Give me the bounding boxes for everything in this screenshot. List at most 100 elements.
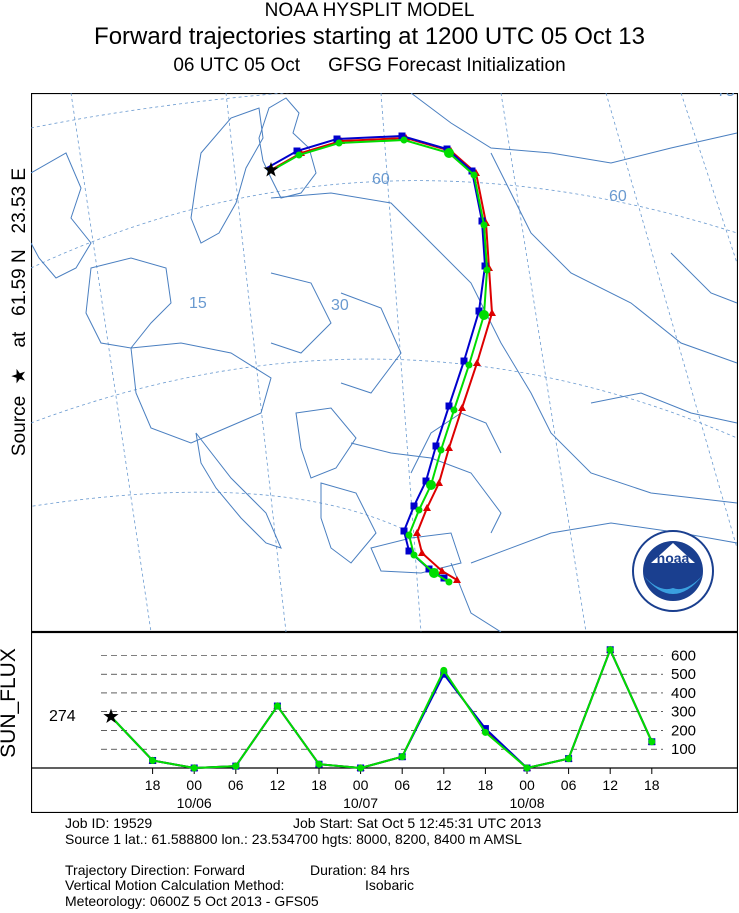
trajectory-blue-marker (468, 167, 476, 175)
flux-point (440, 666, 448, 674)
trajectory-red-marker (418, 549, 426, 556)
flux-x-tick: 06 (394, 777, 410, 793)
trajectory-red-marker (445, 444, 453, 451)
trajectory-red-marker (413, 529, 421, 536)
source-lon: 23.53 E (9, 167, 30, 234)
flux-start-value: 274 (49, 708, 76, 725)
vertical-motion-label: Vertical Motion Calculation Method: (65, 877, 285, 894)
flux-x-tick: 18 (311, 777, 327, 793)
trajectory-green-marker (335, 139, 343, 147)
chart-title-line2: Forward trajectories starting at 1200 UT… (94, 23, 645, 50)
trajectory-green-marker (405, 531, 413, 539)
flux-y-tick: 100 (671, 741, 696, 758)
flux-x-tick: 18 (478, 777, 494, 793)
flux-y-tick: 400 (671, 685, 696, 702)
flux-point (357, 764, 365, 772)
init-time: 06 UTC 05 Oct (173, 55, 301, 76)
flux-ylabel: SUN_FLUX (0, 648, 20, 758)
trajectory-green-marker (480, 221, 488, 229)
trajectory-green-marker (483, 266, 491, 274)
trajectory-green-marker (415, 506, 423, 514)
flux-point (440, 670, 448, 678)
trajectory-green-marker (437, 446, 445, 454)
flux-x-tick: 12 (270, 777, 286, 793)
trajectory-blue-marker (475, 307, 483, 315)
trajectory-red-marker (438, 567, 446, 574)
trajectory-blue-marker (481, 262, 489, 270)
trajectory-blue-marker (432, 442, 440, 450)
trajectories (266, 132, 496, 586)
trajectory-red (270, 136, 494, 581)
svg-text:60: 60 (372, 171, 390, 188)
vertical-motion-value: Isobaric (365, 877, 415, 894)
trajectory-green-marker (479, 310, 489, 320)
flux-point (398, 753, 406, 761)
source-word: Source (9, 395, 30, 457)
flux-point (648, 738, 656, 746)
flux-y-tick: 300 (671, 704, 696, 721)
trajectory-blue-marker (478, 217, 486, 225)
trajectory-green-marker (450, 406, 458, 414)
flux-x-tick: 06 (561, 777, 577, 793)
source-star-icon: ★ (9, 367, 30, 385)
trajectory-red-marker (453, 576, 461, 583)
trajectory-blue-marker (293, 147, 301, 155)
trajectory-green-marker (445, 578, 453, 586)
flux-point (481, 725, 489, 733)
trajectory-blue-marker (445, 402, 453, 410)
trajectory-green-marker (295, 151, 303, 159)
flux-point (149, 756, 157, 764)
trajectory-red-marker (473, 359, 481, 366)
flux-point (606, 646, 614, 654)
flux-date-label: 10/08 (509, 795, 544, 811)
flux-point (273, 702, 281, 710)
trajectory-blue-marker (422, 477, 430, 485)
flux-x-tick: 12 (436, 777, 452, 793)
trajectory-red-marker (488, 309, 496, 316)
svg-text:noaa: noaa (657, 550, 690, 566)
svg-text:15: 15 (189, 295, 207, 312)
trajectory-blue-marker (460, 357, 468, 365)
flux-y-tick: 200 (671, 722, 696, 739)
flux-x-tick: 06 (228, 777, 244, 793)
flux-series-line (110, 647, 653, 770)
flux-x-tick: 00 (186, 777, 202, 793)
job-start: Job Start: Sat Oct 5 12:45:31 UTC 2013 (293, 815, 542, 831)
trajectory-direction: Trajectory Direction: Forward (65, 861, 245, 878)
flux-date-label: 10/07 (343, 795, 378, 811)
chart-title-line1: NOAA HYSPLIT MODEL (264, 0, 475, 21)
trajectory-green-marker (410, 551, 418, 559)
trajectory-red-marker (458, 404, 466, 411)
trajectory-blue-marker (400, 527, 408, 535)
flux-y-tick: 500 (671, 666, 696, 683)
flux-point (315, 760, 323, 768)
svg-text:75: 75 (717, 93, 735, 100)
meteorology: Meteorology: 0600Z 5 Oct 2013 - GFS05 (65, 892, 319, 909)
trajectory-blue-marker (405, 547, 413, 555)
flux-x-tick-labels: 18 00 06 12 18 00 06 12 18 00 06 12 18 (145, 768, 660, 793)
svg-text:60: 60 (609, 188, 627, 205)
flux-point (190, 764, 198, 772)
flux-start-star (103, 708, 119, 723)
source-location-label: Source ★ at 61.59 N 23.53 E (8, 102, 32, 522)
flux-y-tick: 600 (671, 647, 696, 664)
flux-point (523, 764, 531, 772)
source-lat: 61.59 N (9, 249, 30, 316)
at-word: at (9, 331, 30, 348)
trajectory-green-marker (470, 171, 478, 179)
source-details: Source 1 lat.: 61.588800 lon.: 23.534700… (65, 830, 522, 847)
flux-gridlines (101, 655, 663, 750)
trajectory-red-marker (423, 504, 431, 511)
forecast-init: GFSG Forecast Initialization (328, 55, 566, 76)
flux-x-tick: 00 (519, 777, 535, 793)
trajectory-green-marker (444, 148, 454, 158)
trajectory-blue-marker (398, 132, 406, 140)
trajectory-green-marker (426, 480, 436, 490)
job-info: Job ID: 19529 Job Start: Sat Oct 5 12:45:… (65, 815, 542, 910)
flux-series (103, 645, 656, 772)
flux-x-tick: 18 (644, 777, 660, 793)
flux-date-label: 10/06 (177, 795, 212, 811)
flux-x-tick: 12 (602, 777, 618, 793)
flux-point (232, 762, 240, 770)
